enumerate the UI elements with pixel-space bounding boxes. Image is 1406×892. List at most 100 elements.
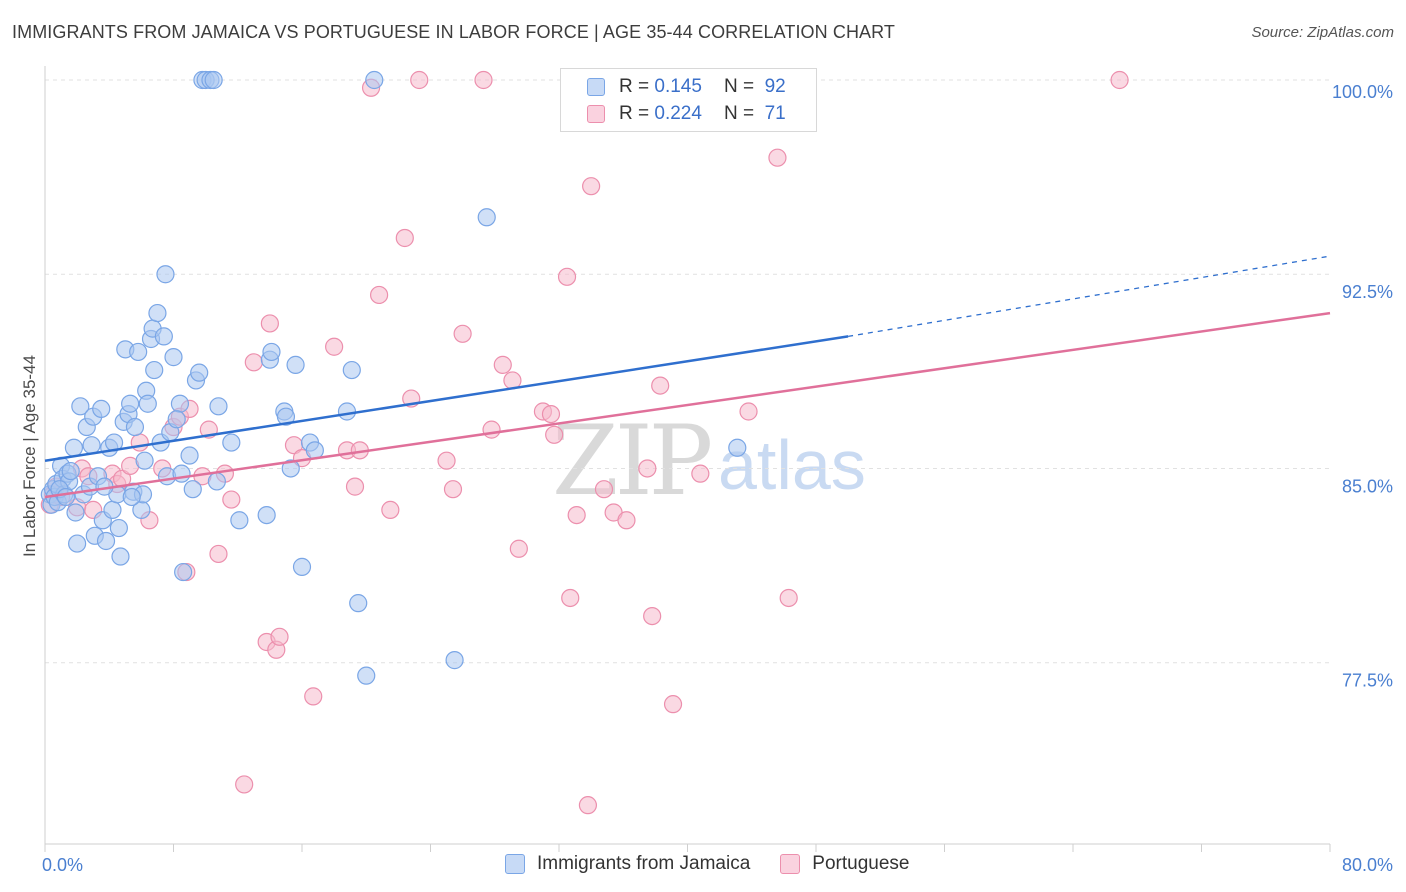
data-point: [578, 796, 598, 815]
legend-label-jamaica: Immigrants from Jamaica: [537, 853, 751, 874]
data-point: [545, 425, 564, 444]
correlation-legend: R = 0.145 N = 92 R = 0.224 N = 71: [560, 68, 817, 132]
legend-item-jamaica: Immigrants from Jamaica: [505, 853, 750, 875]
data-point: [292, 557, 312, 576]
data-point: [209, 544, 228, 564]
jamaica-legend-swatch: [505, 854, 525, 874]
data-point: [453, 324, 472, 343]
data-point: [304, 687, 323, 706]
portuguese-legend-swatch: [780, 854, 801, 874]
data-point: [164, 348, 183, 367]
data-point: [125, 417, 145, 437]
data-point: [180, 446, 199, 465]
legend-label-portuguese: Portuguese: [812, 853, 910, 874]
jamaica-points: [40, 70, 747, 685]
r-label: R =: [619, 103, 650, 124]
data-point: [174, 562, 193, 582]
data-point: [167, 410, 186, 429]
data-point: [92, 399, 111, 419]
data-point: [260, 314, 279, 333]
jamaica-swatch: [587, 78, 605, 96]
data-point: [381, 500, 400, 520]
data-point: [103, 500, 122, 520]
data-point: [643, 606, 662, 626]
data-point: [71, 397, 90, 416]
watermark-zip: ZIP: [552, 405, 713, 517]
data-point: [337, 402, 357, 421]
data-point: [509, 539, 528, 558]
data-point: [477, 208, 496, 227]
y-tick-label: 77.5%: [1342, 671, 1393, 691]
data-point: [56, 487, 75, 507]
data-point: [276, 407, 296, 426]
data-point: [567, 505, 586, 525]
data-point: [66, 503, 85, 522]
data-point: [183, 480, 202, 499]
grid-lines: [45, 79, 1330, 664]
legend-item-portuguese: Portuguese: [780, 853, 909, 875]
data-point: [135, 451, 154, 470]
data-point: [651, 376, 670, 395]
data-point: [617, 511, 636, 530]
x-tick-label: 80.0%: [1342, 855, 1393, 875]
tick-labels: 77.5% 85.0% 92.5% 100.0% 0.0% 80.0%: [42, 82, 1393, 875]
data-point: [121, 394, 140, 413]
data-point: [111, 547, 130, 566]
data-point: [370, 285, 389, 305]
data-point: [96, 531, 116, 551]
n-label: N =: [723, 103, 755, 124]
n-value: 71: [764, 103, 786, 124]
data-point: [1110, 70, 1129, 90]
r-value: 0.145: [654, 76, 702, 97]
trend-lines: [44, 255, 1331, 499]
data-point: [557, 267, 577, 286]
source-label: Source: ZipAtlas.com: [1251, 24, 1394, 41]
data-point: [493, 355, 512, 374]
data-point: [395, 228, 414, 248]
data-point: [342, 360, 361, 380]
data-point: [445, 651, 464, 670]
data-point: [138, 394, 157, 413]
data-point: [768, 148, 787, 167]
data-point: [61, 461, 80, 481]
data-point: [541, 404, 561, 424]
data-point: [663, 695, 683, 714]
data-point: [728, 438, 747, 457]
data-point: [594, 480, 614, 499]
data-point: [365, 70, 384, 90]
y-tick-label: 100.0%: [1332, 82, 1393, 102]
data-point: [209, 397, 228, 416]
data-point: [82, 436, 101, 455]
data-point: [257, 505, 276, 525]
x-tick-label: 0.0%: [42, 855, 83, 875]
legend-row-portuguese: R = 0.224 N = 71: [587, 102, 786, 126]
y-tick-label: 92.5%: [1342, 282, 1393, 302]
data-point: [474, 70, 493, 90]
portuguese-points: [40, 70, 1129, 815]
data-point: [207, 472, 226, 491]
data-point: [129, 342, 148, 362]
axes: [44, 66, 1331, 852]
data-point: [145, 360, 164, 380]
data-point: [148, 303, 167, 323]
data-point: [410, 70, 429, 90]
data-point: [739, 402, 758, 421]
data-point: [443, 480, 463, 499]
n-label: N =: [723, 76, 755, 97]
data-point: [130, 433, 149, 452]
data-point: [235, 775, 254, 794]
data-point: [68, 534, 87, 553]
r-value: 0.224: [654, 103, 702, 124]
watermark-atlas: atlas: [718, 426, 866, 504]
data-point: [638, 459, 657, 478]
legend-row-jamaica: R = 0.145 N = 92: [587, 75, 786, 99]
data-point: [222, 433, 241, 452]
series-legend: Immigrants from Jamaica Portuguese: [505, 853, 939, 875]
chart-title: IMMIGRANTS FROM JAMAICA VS PORTUGUESE IN…: [12, 22, 896, 42]
portuguese-swatch: [587, 105, 605, 123]
data-point: [64, 438, 84, 457]
data-point: [156, 265, 175, 284]
n-value: 92: [764, 76, 786, 97]
data-point: [222, 490, 241, 509]
